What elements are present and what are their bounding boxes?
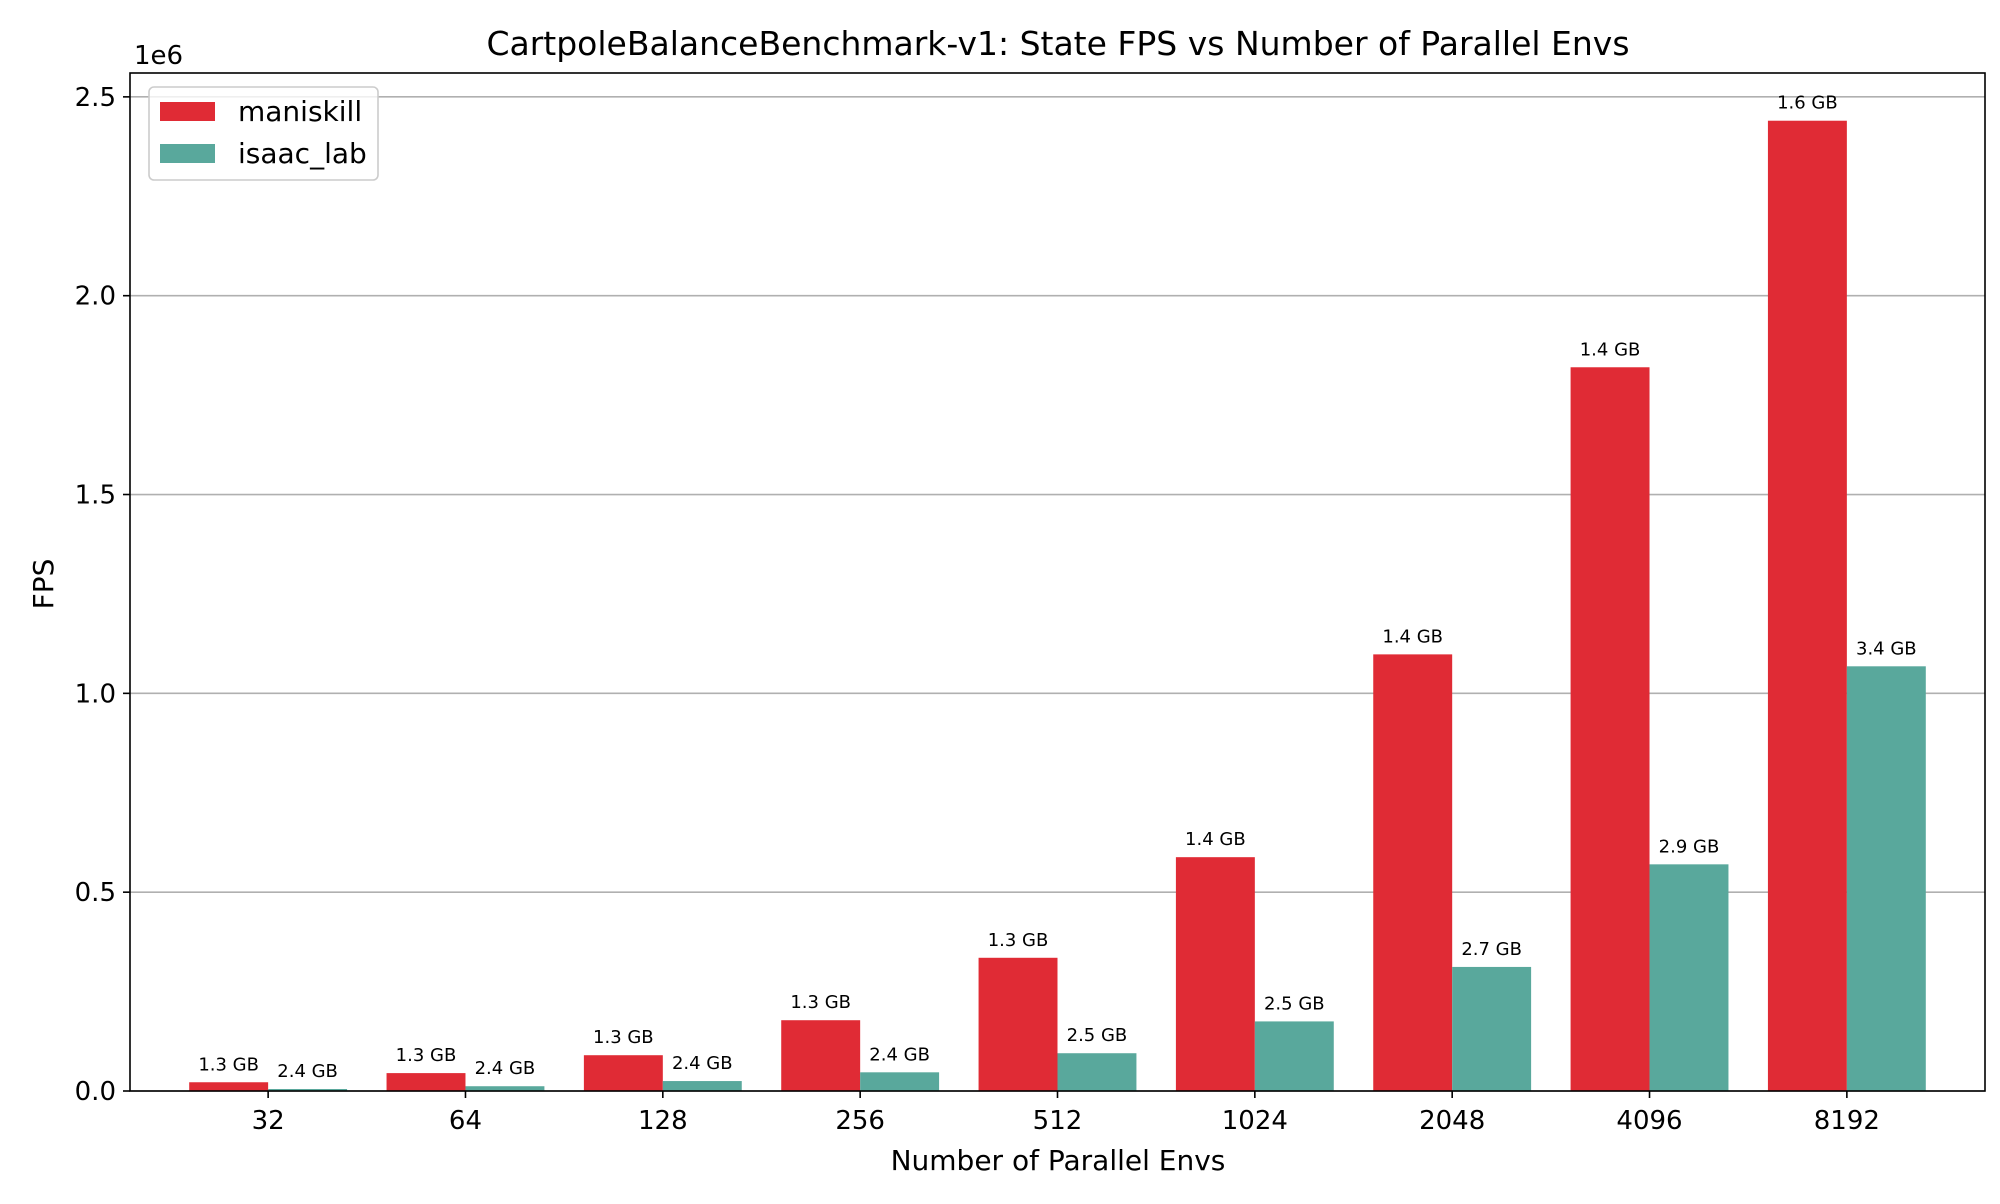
bar-value-label: 2.5 GB <box>1067 1025 1128 1046</box>
bar-maniskill <box>1767 120 1847 1091</box>
bar-isaac-lab <box>465 1086 545 1091</box>
x-tick-label: 4096 <box>1616 1106 1682 1136</box>
x-axis-title: Number of Parallel Envs <box>891 1144 1226 1177</box>
bar-value-label: 1.4 GB <box>1185 829 1246 850</box>
bar-value-label: 3.4 GB <box>1856 638 1917 659</box>
bar-maniskill <box>583 1055 663 1091</box>
bar-value-label: 2.5 GB <box>1264 993 1325 1014</box>
bar-value-label: 1.6 GB <box>1777 93 1838 114</box>
bar-maniskill <box>189 1082 269 1091</box>
bar-value-label: 2.4 GB <box>672 1053 733 1074</box>
legend-label-maniskill: maniskill <box>238 95 362 128</box>
bar-maniskill <box>386 1073 466 1091</box>
bar-isaac-lab <box>1254 1021 1334 1091</box>
bar-value-label: 2.4 GB <box>475 1058 536 1079</box>
bar-isaac-lab <box>1057 1053 1137 1091</box>
y-tick-label: 1.5 <box>75 481 116 511</box>
bar-isaac-lab <box>1649 864 1729 1091</box>
x-tick-label: 64 <box>449 1106 482 1136</box>
bar-value-label: 1.4 GB <box>1580 339 1641 360</box>
chart-title: CartpoleBalanceBenchmark-v1: State FPS v… <box>486 24 1629 63</box>
bar-value-label: 2.9 GB <box>1659 836 1720 857</box>
bar-isaac-lab <box>268 1089 348 1091</box>
bar-isaac-lab <box>1452 966 1532 1091</box>
y-tick-label: 2.5 <box>75 83 116 113</box>
bar-maniskill <box>1373 654 1453 1091</box>
bar-value-label: 1.3 GB <box>790 992 851 1013</box>
legend-swatch-maniskill <box>160 102 215 121</box>
bar-value-label: 1.3 GB <box>593 1027 654 1048</box>
bar-isaac-lab <box>1846 666 1926 1091</box>
y-tick-label: 0.5 <box>75 878 116 908</box>
axes-layer: 0.0 0.5 1.0 1.5 2.0 2.5 32 64 128 256 512 1024 2048 4… <box>75 72 1986 1136</box>
x-tick-label: 8192 <box>1814 1106 1880 1136</box>
bar-value-label: 2.4 GB <box>277 1061 338 1082</box>
x-tick-label: 1024 <box>1222 1106 1288 1136</box>
legend: maniskill isaac_lab <box>148 86 379 181</box>
bar-value-label: 1.3 GB <box>988 930 1049 951</box>
y-axis-title: FPS <box>27 559 60 610</box>
bar-maniskill <box>1175 857 1255 1091</box>
legend-label-isaac-lab: isaac_lab <box>238 137 367 170</box>
plot-frame <box>129 72 1986 1092</box>
x-tick-label: 32 <box>252 1106 285 1136</box>
bar-value-label: 1.3 GB <box>396 1045 457 1066</box>
x-tick-label: 2048 <box>1419 1106 1485 1136</box>
y-tick-label: 1.0 <box>75 679 116 709</box>
legend-swatch-isaac-lab <box>160 144 215 163</box>
bar-maniskill <box>781 1020 861 1091</box>
bar-maniskill <box>978 957 1058 1091</box>
bar-value-label: 2.4 GB <box>869 1044 930 1065</box>
y-tick-label: 0.0 <box>75 1077 116 1107</box>
x-tick-label: 128 <box>638 1106 688 1136</box>
y-axis-offset-label: 1e6 <box>134 41 183 71</box>
bar-maniskill <box>1570 367 1650 1091</box>
y-tick-label: 2.0 <box>75 282 116 312</box>
bar-isaac-lab <box>860 1072 940 1091</box>
x-tick-label: 256 <box>835 1106 885 1136</box>
bar-value-label: 1.4 GB <box>1382 626 1443 647</box>
bar-value-label: 2.7 GB <box>1461 939 1522 960</box>
bar-value-label: 1.3 GB <box>198 1054 259 1075</box>
x-tick-label: 512 <box>1033 1106 1083 1136</box>
bars-layer <box>189 120 1926 1091</box>
bar-isaac-lab <box>662 1081 742 1091</box>
bar-labels-layer: 1.3 GB 1.3 GB 1.3 GB 1.3 GB 1.3 GB 1.4 GB 1.4 … <box>198 93 1916 1082</box>
